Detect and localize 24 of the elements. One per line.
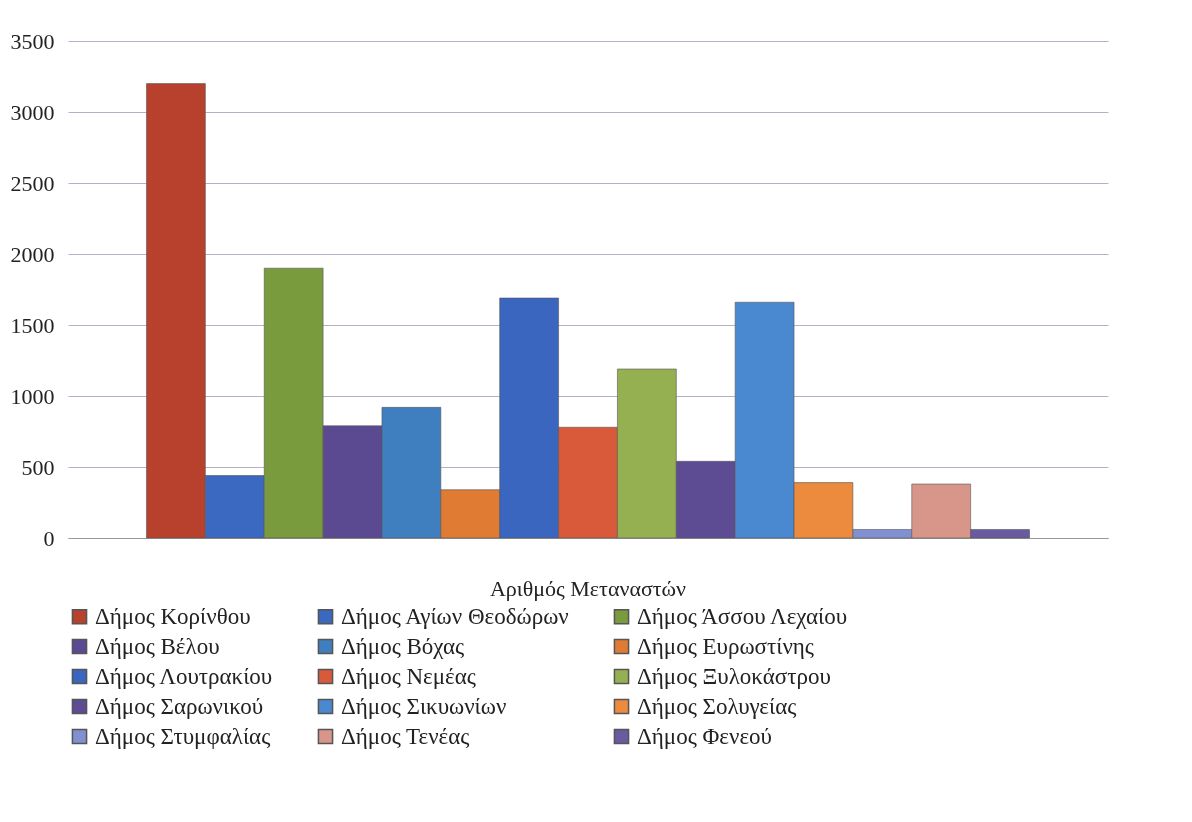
legend-label: Δήμος Νεμέας bbox=[341, 663, 476, 689]
y-tick-label: 3000 bbox=[10, 99, 55, 125]
x-tick-label: Αριθμός Μεταναστών bbox=[489, 575, 687, 601]
y-tick-label: 1500 bbox=[10, 312, 55, 338]
legend-label: Δήμος Σαρωνικού bbox=[95, 693, 264, 719]
legend-label: Δήμος Βέλου bbox=[95, 633, 220, 659]
legend-label: Δήμος Τενέας bbox=[341, 723, 470, 749]
legend-label: Δήμος Σολυγείας bbox=[637, 693, 797, 719]
legend-label: Δήμος Ξυλοκάστρου bbox=[637, 663, 831, 689]
legend-label: Δήμος Ευρωστίνης bbox=[637, 633, 814, 659]
y-tick-label: 3500 bbox=[10, 28, 55, 54]
legend-label: Δήμος Στυμφαλίας bbox=[95, 723, 271, 749]
y-tick-label: 500 bbox=[21, 454, 55, 480]
legend-label: Δήμος Αγίων Θεοδώρων bbox=[341, 603, 569, 629]
y-tick-label: 0 bbox=[43, 525, 55, 551]
legend-label: Δήμος Φενεού bbox=[637, 723, 772, 749]
legend-label: Δήμος Βόχας bbox=[341, 633, 465, 659]
legend-label: Δήμος Άσσου Λεχαίου bbox=[637, 603, 848, 629]
legend-label: Δήμος Λουτρακίου bbox=[95, 663, 273, 689]
y-tick-label: 1000 bbox=[10, 383, 55, 409]
legend-label: Δήμος Κορίνθου bbox=[95, 603, 251, 629]
legend-label: Δήμος Σικυωνίων bbox=[341, 693, 507, 719]
y-tick-label: 2000 bbox=[10, 241, 55, 267]
y-tick-label: 2500 bbox=[10, 170, 55, 196]
